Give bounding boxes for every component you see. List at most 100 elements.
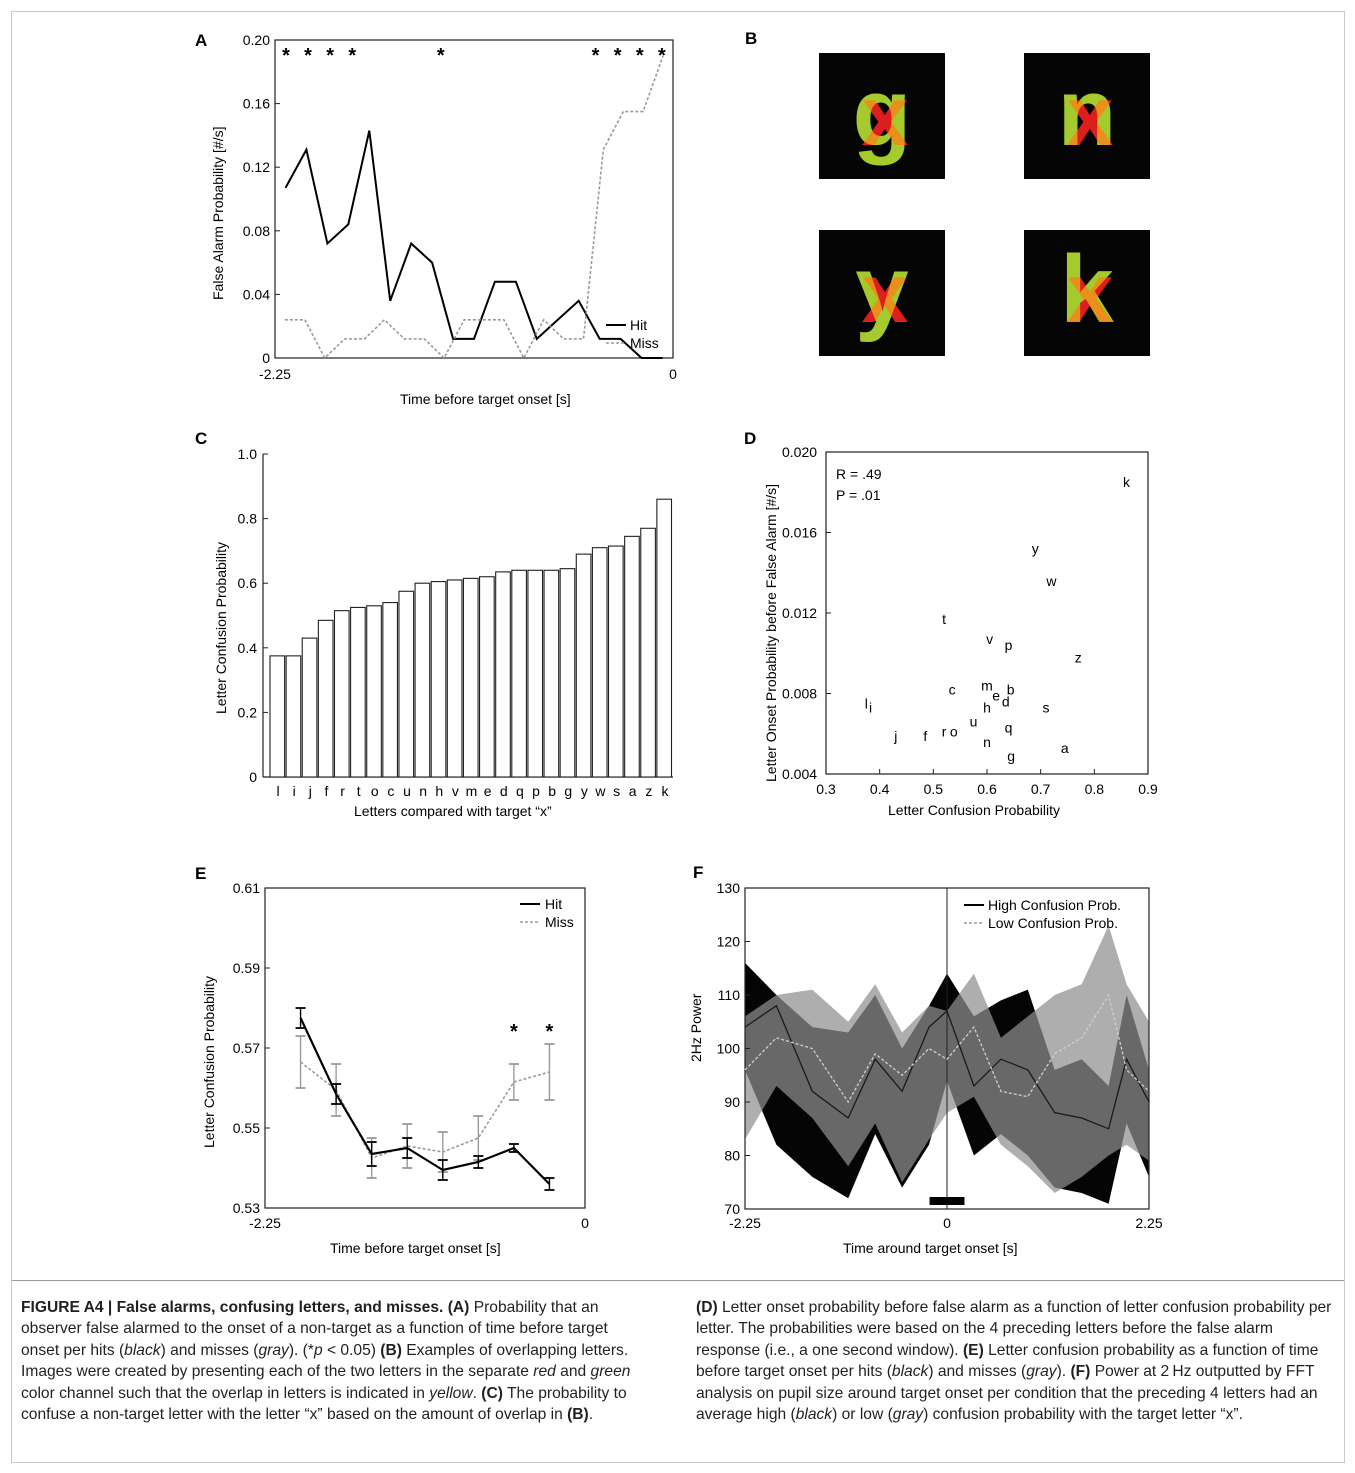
caption-f-black: black bbox=[795, 1406, 833, 1424]
letter-green-g: g bbox=[853, 59, 912, 166]
panel-c-ylabel: Letter Confusion Probability bbox=[213, 542, 229, 714]
overlap-image-g: gxg bbox=[819, 53, 945, 179]
panel-d-xlabel: Letter Confusion Probability bbox=[888, 802, 1060, 818]
caption-e-mid: ) and misses ( bbox=[928, 1363, 1027, 1381]
caption-b-yellow: yellow bbox=[429, 1384, 473, 1402]
x-tick-label: -2.25 bbox=[729, 1215, 761, 1231]
y-tick-label: 0.53 bbox=[233, 1200, 260, 1216]
caption-b-and: and bbox=[555, 1363, 591, 1381]
caption-c-text: The probability to confuse a non-target … bbox=[21, 1384, 627, 1424]
bar-m bbox=[462, 577, 479, 778]
panel-f-legend: High Confusion Prob. Low Confusion Prob. bbox=[964, 897, 1121, 931]
point-j: j bbox=[893, 728, 897, 744]
caption-separator bbox=[12, 1280, 1344, 1281]
bar-u bbox=[398, 590, 415, 778]
point-f: f bbox=[923, 728, 927, 744]
y-tick-label: 0 bbox=[249, 769, 257, 785]
panel-f: F 70 80 90 100 110 120 130 -2.25 0 2.25 Time aro… bbox=[688, 863, 1163, 1256]
panel-d-stat-r: R = .49 bbox=[836, 466, 882, 482]
letter-overlap-k: k bbox=[1060, 236, 1114, 343]
panel-d-stat-p: P = .01 bbox=[836, 487, 881, 503]
letter-red-x: x bbox=[1067, 69, 1114, 163]
y-tick-label: 1.0 bbox=[238, 446, 258, 462]
bar-h bbox=[430, 581, 447, 778]
panel-a-ylabel: False Alarm Probability [#/s] bbox=[210, 126, 226, 300]
category-label: y bbox=[581, 783, 588, 799]
letter-red-x: x bbox=[862, 69, 909, 163]
panel-f-ylabel: 2Hz Power bbox=[688, 993, 704, 1062]
point-v: v bbox=[986, 631, 993, 647]
category-label: o bbox=[371, 783, 379, 799]
y-tick-label: 0.004 bbox=[782, 766, 817, 782]
point-h: h bbox=[983, 700, 991, 716]
caption-e-text: Letter confusion probability as a functi… bbox=[696, 1341, 1319, 1381]
significance-star: * bbox=[546, 1021, 554, 1043]
point-c: c bbox=[949, 681, 956, 697]
panel-e-legend: Hit Miss bbox=[520, 896, 574, 930]
y-tick-label: 0.008 bbox=[782, 686, 817, 702]
category-label: w bbox=[594, 783, 606, 799]
caption-b-end: . bbox=[472, 1384, 482, 1402]
bar-k bbox=[656, 498, 673, 778]
x-tick-label: 0.9 bbox=[1138, 781, 1158, 797]
significance-star: * bbox=[614, 45, 622, 67]
x-tick-label: 0.4 bbox=[870, 781, 890, 797]
y-tick-label: 100 bbox=[717, 1041, 741, 1057]
caption-f-end: ) confusion probability with the target … bbox=[923, 1406, 1243, 1424]
significance-star: * bbox=[437, 45, 445, 67]
series-line-miss bbox=[284, 55, 664, 360]
category-label: r bbox=[340, 783, 345, 799]
caption-f-gray: gray bbox=[892, 1406, 924, 1424]
caption-a-label: (A) bbox=[447, 1299, 470, 1316]
figure-frame bbox=[11, 11, 1345, 1463]
bar-e bbox=[479, 576, 495, 778]
caption-d-label: (D) bbox=[696, 1299, 718, 1316]
letter-red-x: x bbox=[1067, 246, 1114, 340]
legend-miss-label: Miss bbox=[545, 914, 574, 930]
x-tick-label: 0 bbox=[581, 1215, 589, 1231]
letter-green-n: n bbox=[1058, 59, 1117, 166]
significance-star: * bbox=[304, 45, 312, 67]
panel-d-label: D bbox=[744, 429, 756, 448]
caption-a-p: p bbox=[313, 1341, 323, 1359]
point-p: p bbox=[1005, 637, 1013, 653]
panel-e: E 0.53 0.55 0.57 0.59 0.61 -2.25 0 * * Time be… bbox=[195, 864, 589, 1256]
caption-c-end: . bbox=[588, 1406, 594, 1424]
significance-star: * bbox=[326, 45, 334, 67]
caption-f-label: (F) bbox=[1070, 1363, 1091, 1381]
point-q: q bbox=[1005, 720, 1013, 736]
caption-a-gray: gray bbox=[258, 1341, 289, 1359]
x-tick-label: 0.6 bbox=[977, 781, 997, 797]
y-tick-label: 0.59 bbox=[233, 960, 260, 976]
panel-c-label: C bbox=[195, 429, 207, 448]
category-label: g bbox=[564, 783, 572, 799]
bar-w bbox=[591, 547, 608, 778]
bar-b bbox=[543, 569, 560, 778]
category-label: a bbox=[629, 783, 637, 799]
y-tick-label: 0.04 bbox=[243, 286, 270, 302]
bar-d bbox=[495, 571, 511, 778]
y-tick-label: 110 bbox=[718, 987, 741, 1003]
letter-overlap-n: n bbox=[1058, 59, 1117, 166]
series-line-hit bbox=[284, 130, 663, 359]
overlap-image-n: nxn bbox=[1024, 53, 1150, 179]
overlap-image-background bbox=[1024, 230, 1150, 356]
y-tick-label: 0.20 bbox=[243, 32, 270, 48]
panel-b-label: B bbox=[745, 29, 757, 48]
point-o: o bbox=[950, 724, 958, 740]
category-label: e bbox=[484, 783, 492, 799]
point-g: g bbox=[1007, 748, 1015, 764]
significance-star: * bbox=[636, 45, 644, 67]
caption-a-mid: ) and misses ( bbox=[160, 1341, 259, 1359]
y-tick-label: 0 bbox=[262, 350, 270, 366]
y-tick-label: 90 bbox=[724, 1094, 740, 1110]
caption-left: FIGURE A4 | False alarms, confusing lett… bbox=[21, 1297, 646, 1425]
y-tick-label: 0.012 bbox=[782, 605, 817, 621]
caption-a-end: ). (* bbox=[288, 1341, 314, 1359]
legend-hit-label: Hit bbox=[545, 896, 562, 912]
category-label: k bbox=[661, 783, 669, 799]
overlap-image-background bbox=[819, 230, 945, 356]
panel-e-ylabel: Letter Confusion Probability bbox=[201, 976, 217, 1148]
x-tick-label: 0 bbox=[943, 1215, 951, 1231]
